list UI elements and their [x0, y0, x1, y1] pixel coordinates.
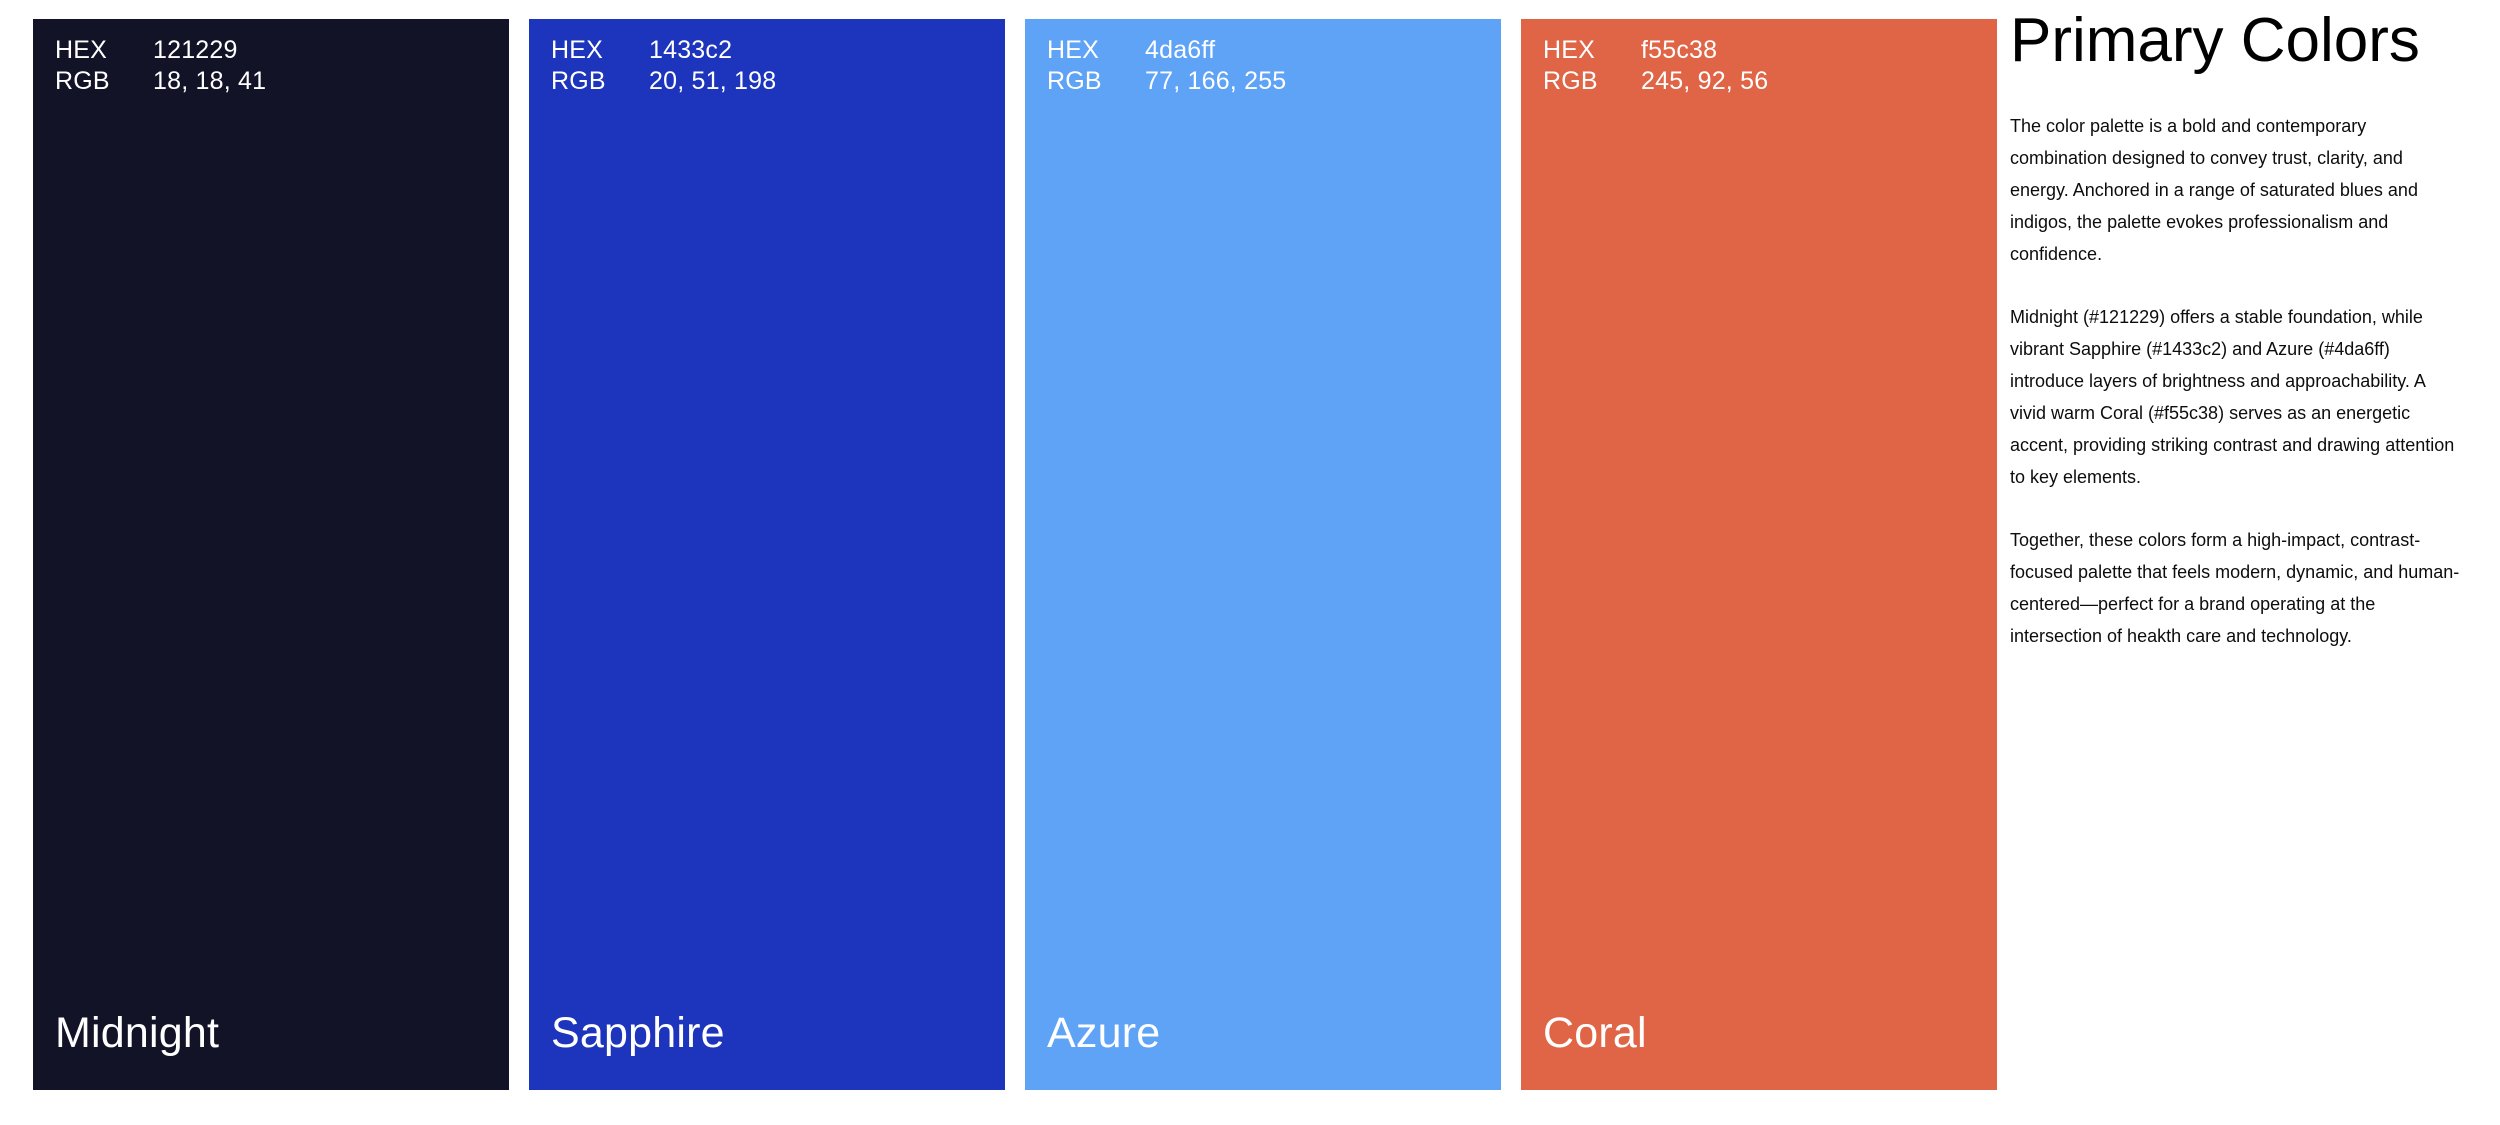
palette-description-paragraph-3: Together, these colors form a high-impac… — [2010, 530, 2460, 646]
rgb-label: RGB — [551, 67, 606, 95]
swatch-meta: HEX 121229 RGB 18, 18, 41 — [55, 35, 487, 97]
hex-label: HEX — [55, 36, 108, 64]
hex-label: HEX — [551, 36, 604, 64]
hex-label: HEX — [1543, 36, 1596, 64]
rgb-label: RGB — [55, 67, 110, 95]
swatch-name: Coral — [1543, 1009, 1647, 1058]
swatch-name: Azure — [1047, 1009, 1161, 1058]
rgb-value: 245, 92, 56 — [1641, 67, 1769, 95]
color-swatch-sapphire: HEX 1433c2 RGB 20, 51, 198 Sapphire — [529, 19, 1005, 1090]
swatch-meta: HEX f55c38 RGB 245, 92, 56 — [1543, 35, 1975, 97]
swatch-name: Midnight — [55, 1009, 220, 1058]
color-swatch-azure: HEX 4da6ff RGB 77, 166, 255 Azure — [1025, 19, 1501, 1090]
hex-row: HEX f55c38 — [1543, 35, 1975, 66]
hex-value: 121229 — [153, 36, 238, 64]
description-panel: Primary Colors The color palette is a bo… — [2010, 6, 2462, 683]
rgb-label: RGB — [1543, 67, 1598, 95]
rgb-row: RGB 20, 51, 198 — [551, 66, 983, 97]
swatch-meta: HEX 4da6ff RGB 77, 166, 255 — [1047, 35, 1479, 97]
rgb-label: RGB — [1047, 67, 1102, 95]
hex-row: HEX 121229 — [55, 35, 487, 66]
rgb-row: RGB 18, 18, 41 — [55, 66, 487, 97]
hex-row: HEX 4da6ff — [1047, 35, 1479, 66]
rgb-row: RGB 77, 166, 255 — [1047, 66, 1479, 97]
color-swatch-midnight: HEX 121229 RGB 18, 18, 41 Midnight — [33, 19, 509, 1090]
palette-description-paragraph-2: Midnight (#121229) offers a stable found… — [2010, 307, 2455, 487]
palette-description-paragraph-1: The color palette is a bold and contempo… — [2010, 116, 2418, 264]
hex-label: HEX — [1047, 36, 1100, 64]
hex-value: f55c38 — [1641, 36, 1718, 64]
color-swatch-coral: HEX f55c38 RGB 245, 92, 56 Coral — [1521, 19, 1997, 1090]
rgb-row: RGB 245, 92, 56 — [1543, 66, 1975, 97]
rgb-value: 77, 166, 255 — [1145, 67, 1287, 95]
hex-row: HEX 1433c2 — [551, 35, 983, 66]
swatch-meta: HEX 1433c2 RGB 20, 51, 198 — [551, 35, 983, 97]
rgb-value: 18, 18, 41 — [153, 67, 267, 95]
hex-value: 4da6ff — [1145, 36, 1216, 64]
swatch-row: HEX 121229 RGB 18, 18, 41 Midnight HEX 1… — [33, 19, 1997, 1090]
page-title: Primary Colors — [2010, 6, 2420, 75]
swatch-name: Sapphire — [551, 1009, 725, 1058]
hex-value: 1433c2 — [649, 36, 733, 64]
rgb-value: 20, 51, 198 — [649, 67, 777, 95]
